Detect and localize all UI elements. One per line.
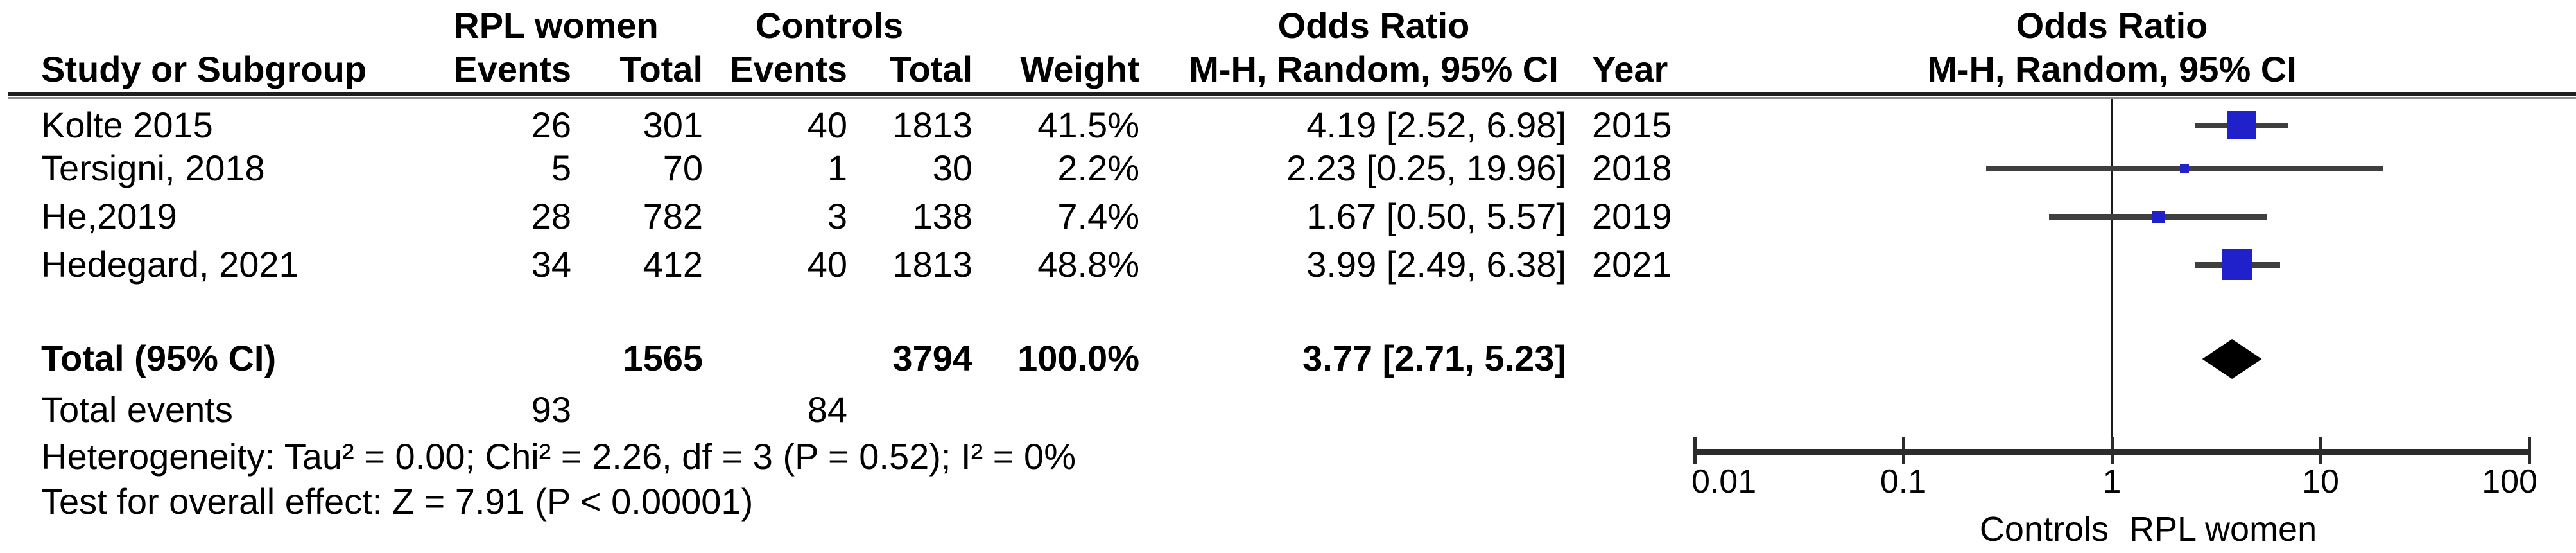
header-separator-line [8, 92, 2576, 96]
study-name-cell: Kolte 2015 [41, 105, 213, 145]
column-header-row: Study or Subgroup Events Total Events To… [0, 50, 2576, 89]
axis-tick-label: 10 [2302, 463, 2339, 500]
events-rpl-cell: 34 [531, 244, 571, 285]
axis-label-rpl-women: RPL women [2129, 510, 2317, 549]
events-rpl-cell: 26 [531, 105, 571, 145]
total-rpl-sum: 1565 [623, 338, 703, 378]
year-cell: 2019 [1592, 196, 1672, 236]
study-row: Hedegard, 2021 34 412 40 1813 48.8% 3.99… [0, 245, 2576, 284]
axis-tick [2111, 437, 2114, 464]
total-events-label: Total events [41, 389, 233, 430]
group-header-row: RPL women Controls Odds Ratio Odds Ratio [0, 6, 2576, 45]
col-header-year: Year [1592, 49, 1668, 89]
effect-square [2180, 164, 2190, 173]
col-header-total-rpl: Total [619, 49, 703, 89]
axis-tick [2528, 437, 2531, 464]
col-header-mh-ci: M-H, Random, 95% CI [1189, 49, 1559, 89]
weight-cell: 7.4% [1057, 196, 1139, 236]
axis-tick-label: 0.01 [1691, 463, 1757, 500]
study-name-cell: He,2019 [41, 196, 177, 236]
weight-cell: 2.2% [1057, 148, 1139, 188]
group-header-controls: Controls [755, 5, 904, 46]
total-ctrl-cell: 138 [912, 196, 972, 236]
weight-cell: 41.5% [1037, 105, 1139, 145]
total-or-ci: 3.77 [2.71, 5.23] [1302, 338, 1566, 378]
or-ci-cell: 2.23 [0.25, 19.96] [1286, 148, 1566, 188]
axis-tick [1902, 437, 1905, 464]
effect-square [2227, 111, 2256, 139]
study-name-cell: Hedegard, 2021 [41, 244, 299, 285]
col-header-mh-ci-right: M-H, Random, 95% CI [1927, 49, 2297, 89]
year-cell: 2015 [1592, 105, 1672, 145]
group-header-odds-ratio-right: Odds Ratio [2016, 5, 2208, 46]
or-ci-cell: 3.99 [2.49, 6.38] [1306, 244, 1566, 285]
header-separator-shadow [8, 97, 2576, 99]
events-ctrl-cell: 3 [827, 196, 847, 236]
total-events-rpl: 93 [531, 389, 571, 430]
summary-diamond [2202, 339, 2262, 379]
study-row: Tersigni, 2018 5 70 1 30 2.2% 2.23 [0.25… [0, 149, 2576, 188]
group-header-odds-ratio-left: Odds Ratio [1277, 5, 1470, 46]
axis-tick [1693, 437, 1697, 464]
col-header-events-ctrl: Events [729, 49, 847, 89]
axis-tick-label: 1 [2102, 463, 2122, 500]
total-row: Total (95% CI) 1565 3794 100.0% 3.77 [2.… [0, 339, 2576, 378]
axis-tick-label: 100 [2482, 463, 2538, 500]
total-rpl-cell: 782 [643, 196, 703, 236]
study-row: He,2019 28 782 3 138 7.4% 1.67 [0.50, 5.… [0, 197, 2576, 236]
total-events-row: Total events 93 84 [0, 391, 2576, 429]
study-name-cell: Tersigni, 2018 [41, 148, 265, 188]
or-ci-cell: 1.67 [0.50, 5.57] [1306, 196, 1566, 236]
year-cell: 2021 [1592, 244, 1672, 285]
total-weight: 100.0% [1017, 338, 1139, 378]
weight-cell: 48.8% [1037, 244, 1139, 285]
col-header-weight: Weight [1020, 49, 1139, 89]
total-ctrl-cell: 1813 [892, 105, 972, 145]
study-row: Kolte 2015 26 301 40 1813 41.5% 4.19 [2.… [0, 106, 2576, 145]
total-ctrl-cell: 30 [932, 148, 972, 188]
effect-square [2222, 249, 2253, 280]
or-ci-cell: 4.19 [2.52, 6.98] [1306, 105, 1566, 145]
total-rpl-cell: 412 [643, 244, 703, 285]
axis-tick-label: 0.1 [1880, 463, 1927, 500]
heterogeneity-text: Heterogeneity: Tau² = 0.00; Chi² = 2.26,… [41, 436, 1076, 477]
null-effect-line [2111, 99, 2113, 454]
events-ctrl-cell: 40 [807, 105, 847, 145]
total-label: Total (95% CI) [41, 338, 277, 378]
total-rpl-cell: 70 [662, 148, 703, 188]
col-header-total-ctrl: Total [889, 49, 972, 89]
group-header-rpl-women: RPL women [453, 5, 659, 46]
axis-label-controls: Controls [1979, 510, 2109, 549]
events-ctrl-cell: 1 [827, 148, 847, 188]
heterogeneity-row: Heterogeneity: Tau² = 0.00; Chi² = 2.26,… [0, 437, 2576, 476]
col-header-study: Study or Subgroup [41, 49, 367, 89]
col-header-events-rpl: Events [453, 49, 571, 89]
effect-square [2152, 210, 2165, 223]
events-rpl-cell: 28 [531, 196, 571, 236]
total-ctrl-cell: 1813 [892, 244, 972, 285]
events-ctrl-cell: 40 [807, 244, 847, 285]
overall-effect-row: Test for overall effect: Z = 7.91 (P < 0… [0, 482, 2576, 521]
total-rpl-cell: 301 [643, 105, 703, 145]
overall-effect-text: Test for overall effect: Z = 7.91 (P < 0… [41, 481, 754, 522]
total-events-ctrl: 84 [807, 389, 847, 430]
total-ctrl-sum: 3794 [892, 338, 972, 378]
events-rpl-cell: 5 [551, 148, 571, 188]
year-cell: 2018 [1592, 148, 1672, 188]
axis-tick [2319, 437, 2322, 464]
